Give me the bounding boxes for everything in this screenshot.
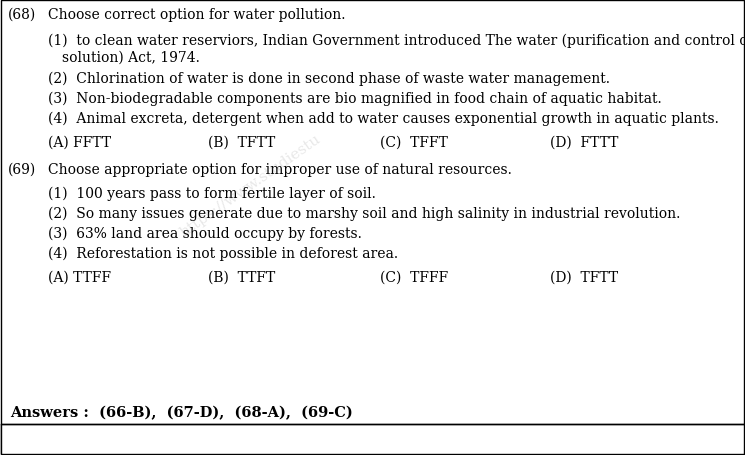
Text: (4)  Reforestation is not possible in deforest area.: (4) Reforestation is not possible in def… <box>48 247 398 261</box>
Text: (A) FFTT: (A) FFTT <box>48 136 111 150</box>
Text: Answers :  (66-B),  (67-D),  (68-A),  (69-C): Answers : (66-B), (67-D), (68-A), (69-C) <box>10 405 352 419</box>
Text: (D)  TFTT: (D) TFTT <box>550 270 618 284</box>
Text: (4)  Animal excreta, detergent when add to water causes exponential growth in aq: (4) Animal excreta, detergent when add t… <box>48 112 719 126</box>
Text: https://www.studiestu: https://www.studiestu <box>177 132 323 239</box>
Text: (D)  FTTT: (D) FTTT <box>550 136 618 150</box>
Text: (B)  TFTT: (B) TFTT <box>208 136 275 150</box>
Text: (68): (68) <box>8 8 37 22</box>
Text: (C)  TFFF: (C) TFFF <box>380 270 448 284</box>
Text: solution) Act, 1974.: solution) Act, 1974. <box>62 51 200 65</box>
Text: Choose appropriate option for improper use of natural resources.: Choose appropriate option for improper u… <box>48 162 512 177</box>
Text: (1)  to clean water reserviors, Indian Government introduced The water (purifica: (1) to clean water reserviors, Indian Go… <box>48 34 745 48</box>
Text: (2)  Chlorination of water is done in second phase of waste water management.: (2) Chlorination of water is done in sec… <box>48 72 610 86</box>
Text: Choose correct option for water pollution.: Choose correct option for water pollutio… <box>48 8 346 22</box>
Text: (1)  100 years pass to form fertile layer of soil.: (1) 100 years pass to form fertile layer… <box>48 187 376 201</box>
Text: (2)  So many issues generate due to marshy soil and high salinity in industrial : (2) So many issues generate due to marsh… <box>48 207 680 221</box>
Text: (A) TTFF: (A) TTFF <box>48 270 111 284</box>
Text: (3)  Non-biodegradable components are bio magnified in food chain of aquatic hab: (3) Non-biodegradable components are bio… <box>48 92 662 106</box>
Text: (C)  TFFT: (C) TFFT <box>380 136 448 150</box>
Text: (B)  TTFT: (B) TTFT <box>208 270 275 284</box>
Text: (69): (69) <box>8 162 37 177</box>
Text: (3)  63% land area should occupy by forests.: (3) 63% land area should occupy by fores… <box>48 227 362 241</box>
Bar <box>1 424 744 454</box>
